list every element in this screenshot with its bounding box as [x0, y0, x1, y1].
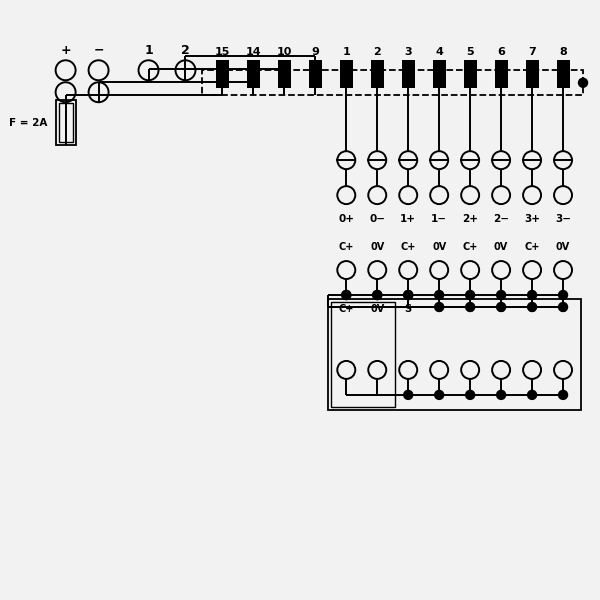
- Bar: [202, 70, 583, 95]
- Circle shape: [434, 302, 443, 311]
- Bar: [56, 100, 76, 145]
- Text: +: +: [60, 44, 71, 57]
- Bar: [247, 60, 260, 88]
- Text: 0V: 0V: [494, 242, 508, 252]
- Text: S: S: [467, 304, 474, 314]
- Text: 4: 4: [435, 47, 443, 57]
- Circle shape: [373, 290, 382, 299]
- Circle shape: [434, 391, 443, 400]
- Text: C+: C+: [524, 242, 540, 252]
- Bar: [371, 60, 384, 88]
- Text: 14: 14: [245, 47, 261, 57]
- Bar: [278, 60, 291, 88]
- Bar: [402, 60, 415, 88]
- Bar: [433, 60, 446, 88]
- Text: 5: 5: [466, 47, 474, 57]
- Text: 0V: 0V: [370, 242, 385, 252]
- Text: 2−: 2−: [493, 214, 509, 224]
- Circle shape: [404, 290, 413, 299]
- Bar: [331, 302, 395, 407]
- Bar: [328, 299, 581, 410]
- Circle shape: [497, 290, 506, 299]
- Text: 0V: 0V: [432, 242, 446, 252]
- Text: 3+: 3+: [524, 214, 540, 224]
- Text: F = 2A: F = 2A: [9, 118, 47, 128]
- Text: 10: 10: [277, 47, 292, 57]
- Circle shape: [527, 290, 536, 299]
- Circle shape: [466, 290, 475, 299]
- Text: C+: C+: [401, 242, 416, 252]
- Circle shape: [527, 302, 536, 311]
- Text: S: S: [497, 304, 505, 314]
- Circle shape: [342, 290, 351, 299]
- Circle shape: [497, 391, 506, 400]
- Text: S: S: [529, 304, 536, 314]
- Circle shape: [404, 290, 413, 299]
- Circle shape: [404, 391, 413, 400]
- Text: 6: 6: [497, 47, 505, 57]
- Bar: [464, 60, 476, 88]
- Text: 2+: 2+: [462, 214, 478, 224]
- Circle shape: [527, 391, 536, 400]
- Bar: [340, 60, 353, 88]
- Circle shape: [559, 391, 568, 400]
- Text: 7: 7: [528, 47, 536, 57]
- Text: 3−: 3−: [555, 214, 571, 224]
- Circle shape: [466, 302, 475, 311]
- Text: S: S: [436, 304, 443, 314]
- Text: −: −: [94, 44, 104, 57]
- Text: 2: 2: [373, 47, 381, 57]
- Circle shape: [559, 302, 568, 311]
- Text: C+: C+: [338, 242, 354, 252]
- Bar: [59, 103, 73, 142]
- Circle shape: [497, 302, 506, 311]
- Circle shape: [466, 391, 475, 400]
- Text: 1: 1: [343, 47, 350, 57]
- Bar: [526, 60, 539, 88]
- Circle shape: [434, 290, 443, 299]
- Text: 2: 2: [181, 44, 190, 57]
- Text: 1+: 1+: [400, 214, 416, 224]
- Circle shape: [559, 290, 568, 299]
- Text: 15: 15: [215, 47, 230, 57]
- Circle shape: [373, 290, 382, 299]
- Bar: [309, 60, 322, 88]
- Text: 0+: 0+: [338, 214, 354, 224]
- Bar: [557, 60, 569, 88]
- Text: 9: 9: [311, 47, 319, 57]
- Text: 0−: 0−: [369, 214, 385, 224]
- Text: 1−: 1−: [431, 214, 447, 224]
- Text: 8: 8: [559, 47, 567, 57]
- Text: 1: 1: [144, 44, 153, 57]
- Bar: [494, 60, 508, 88]
- Text: S: S: [559, 304, 566, 314]
- Text: S: S: [404, 304, 412, 314]
- Circle shape: [578, 78, 587, 87]
- Text: C+: C+: [463, 242, 478, 252]
- Bar: [216, 60, 229, 88]
- Circle shape: [342, 290, 351, 299]
- Text: 0V: 0V: [556, 242, 570, 252]
- Text: 0V: 0V: [370, 304, 385, 314]
- Text: C+: C+: [338, 304, 354, 314]
- Text: 3: 3: [404, 47, 412, 57]
